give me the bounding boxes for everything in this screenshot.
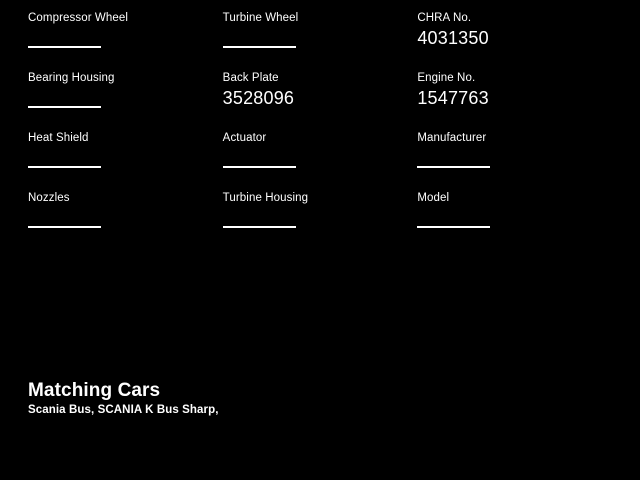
matching-cars-section: Matching Cars Scania Bus, SCANIA K Bus S… [28, 380, 612, 417]
spec-row: Compressor Wheel Turbine Wheel CHRA No. … [28, 11, 612, 71]
spec-empty-rule [417, 226, 491, 228]
spec-empty-rule [28, 166, 101, 168]
spec-field-engine-no: Engine No. 1547763 [417, 71, 612, 131]
spec-field-model: Model [417, 191, 612, 251]
spec-label: Turbine Housing [222, 192, 309, 204]
spec-field-bearing-housing: Bearing Housing [28, 71, 223, 131]
spec-field-nozzles: Nozzles [28, 191, 223, 251]
spec-row: Bearing Housing Back Plate 3528096 Engin… [28, 71, 612, 131]
spec-label: Actuator [222, 132, 267, 144]
specification-grid: Compressor Wheel Turbine Wheel CHRA No. … [28, 11, 612, 251]
spec-label: Engine No. [417, 72, 476, 84]
spec-empty-rule [417, 166, 491, 168]
spec-row: Heat Shield Actuator Manufacturer [28, 131, 612, 191]
spec-field-turbine-wheel: Turbine Wheel [222, 11, 418, 71]
spec-empty-rule [28, 226, 101, 228]
spec-label: Model [417, 192, 450, 204]
spec-label: Compressor Wheel [28, 12, 129, 24]
spec-label: Turbine Wheel [222, 12, 299, 24]
spec-label: Nozzles [28, 192, 70, 204]
spec-empty-rule [222, 226, 296, 228]
spec-value: 3528096 [222, 88, 295, 108]
matching-cars-heading: Matching Cars [28, 380, 161, 401]
spec-empty-rule [28, 106, 101, 108]
spec-field-back-plate: Back Plate 3528096 [223, 71, 418, 131]
spec-field-chra-no: CHRA No. 4031350 [417, 11, 612, 71]
spec-row: Nozzles Turbine Housing Model [28, 191, 612, 251]
spec-label: CHRA No. [417, 12, 472, 24]
spec-value: 4031350 [417, 28, 489, 48]
matching-cars-list: Scania Bus, SCANIA K Bus Sharp, [28, 404, 219, 416]
spec-label: Manufacturer [417, 132, 487, 144]
spec-field-compressor-wheel: Compressor Wheel [28, 11, 223, 71]
spec-field-turbine-housing: Turbine Housing [222, 191, 418, 251]
spec-value: 1547763 [417, 88, 489, 108]
spec-label: Heat Shield [28, 132, 89, 144]
spec-empty-rule [222, 46, 296, 48]
spec-label: Bearing Housing [28, 72, 115, 84]
spec-empty-rule [222, 166, 296, 168]
spec-label: Back Plate [222, 72, 279, 84]
spec-empty-rule [28, 46, 101, 48]
spec-field-actuator: Actuator [222, 131, 418, 191]
spec-field-heat-shield: Heat Shield [28, 131, 223, 191]
spec-field-manufacturer: Manufacturer [417, 131, 612, 191]
